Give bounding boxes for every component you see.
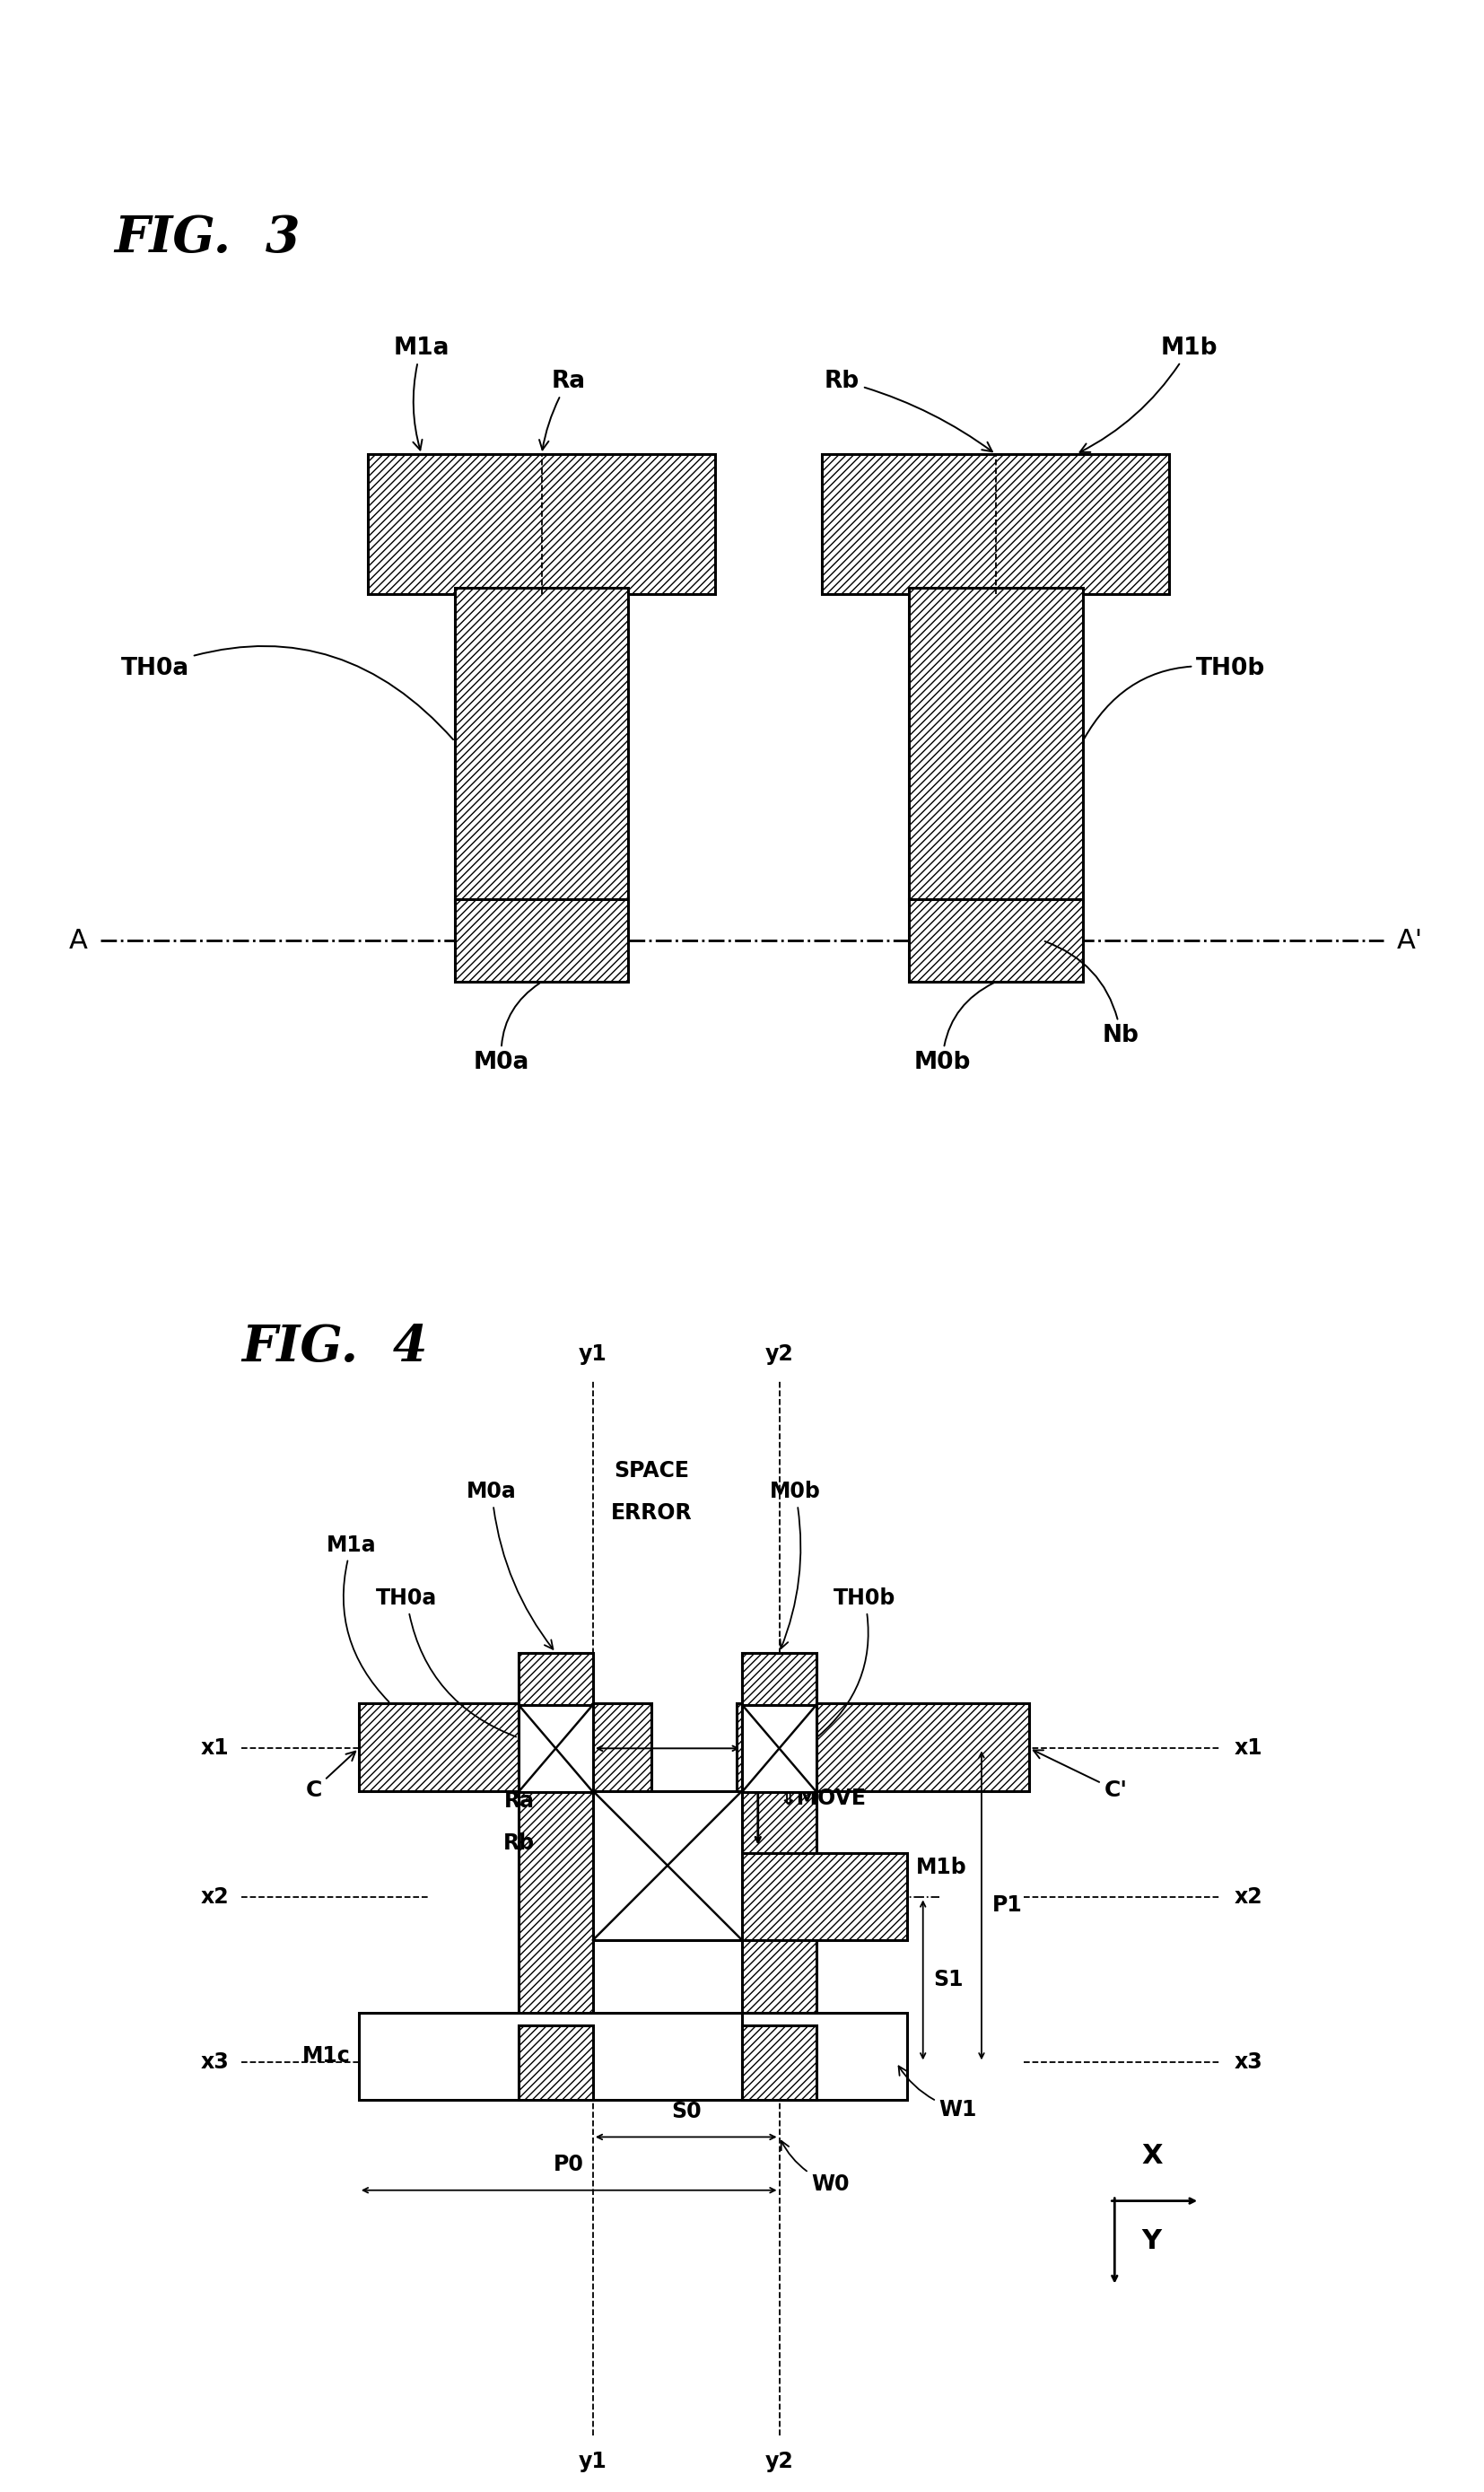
- Bar: [368, 454, 715, 596]
- Text: S0: S0: [671, 2101, 702, 2123]
- Text: W1: W1: [899, 2066, 976, 2121]
- Text: A: A: [68, 927, 88, 954]
- Text: Y: Y: [1143, 2228, 1162, 2255]
- Bar: [908, 588, 1083, 902]
- Bar: [742, 1652, 816, 2063]
- Text: FIG.  4: FIG. 4: [242, 1323, 427, 1371]
- Text: x3: x3: [200, 2051, 229, 2073]
- Text: M1a: M1a: [393, 336, 450, 451]
- Text: ERROR: ERROR: [611, 1503, 692, 1525]
- Text: X: X: [1141, 2143, 1162, 2168]
- Text: Ra: Ra: [505, 1789, 534, 1812]
- Text: M1b: M1b: [916, 1857, 966, 1879]
- Text: x2: x2: [1233, 1886, 1263, 1909]
- Text: x2: x2: [200, 1886, 229, 1909]
- Text: M0b: M0b: [914, 982, 993, 1074]
- Bar: [594, 1792, 742, 1939]
- Text: x1: x1: [1233, 1737, 1263, 1759]
- Bar: [908, 900, 1083, 982]
- Bar: [518, 1705, 594, 1792]
- Text: M0a: M0a: [473, 984, 540, 1074]
- Text: Nb: Nb: [1045, 942, 1140, 1047]
- Bar: [742, 2014, 907, 2101]
- Bar: [359, 2014, 816, 2101]
- Bar: [742, 1852, 907, 1939]
- Bar: [822, 454, 1169, 596]
- Text: y1: y1: [579, 2452, 607, 2472]
- Text: ⇓MOVE: ⇓MOVE: [779, 1787, 867, 1809]
- Text: M0b: M0b: [770, 1480, 821, 1650]
- Bar: [518, 1652, 594, 1727]
- Text: C': C': [1033, 1749, 1128, 1802]
- Text: TH0a: TH0a: [120, 645, 453, 740]
- Text: Ra: Ra: [539, 369, 586, 451]
- Bar: [742, 1652, 816, 1727]
- Bar: [742, 1705, 816, 1792]
- Bar: [518, 2026, 594, 2101]
- Bar: [454, 588, 629, 902]
- Text: x1: x1: [200, 1737, 229, 1759]
- Text: M1c: M1c: [303, 2046, 350, 2066]
- Text: y2: y2: [766, 1343, 794, 1366]
- Text: y1: y1: [579, 1343, 607, 1366]
- Bar: [359, 1705, 651, 1792]
- Text: y2: y2: [766, 2452, 794, 2472]
- Text: TH0b: TH0b: [818, 1587, 895, 1737]
- Text: TH0b: TH0b: [1083, 658, 1266, 740]
- Text: FIG.  3: FIG. 3: [114, 214, 300, 264]
- Text: SPACE: SPACE: [614, 1460, 689, 1480]
- Text: A': A': [1396, 927, 1423, 954]
- Text: M1b: M1b: [1080, 336, 1218, 451]
- Text: Rb: Rb: [825, 369, 993, 451]
- Text: W0: W0: [781, 2141, 849, 2195]
- Bar: [454, 900, 629, 982]
- Bar: [742, 2026, 816, 2101]
- Text: Rb: Rb: [503, 1832, 534, 1854]
- Text: C: C: [306, 1752, 356, 1802]
- Bar: [736, 1705, 1030, 1792]
- Text: M1a: M1a: [326, 1535, 389, 1702]
- Text: TH0a: TH0a: [375, 1587, 516, 1737]
- Text: P0: P0: [554, 2153, 585, 2176]
- Text: x3: x3: [1233, 2051, 1263, 2073]
- Text: M0a: M0a: [467, 1480, 554, 1650]
- Bar: [518, 1652, 594, 2063]
- Text: P1: P1: [993, 1894, 1022, 1916]
- Text: S1: S1: [933, 1969, 963, 1991]
